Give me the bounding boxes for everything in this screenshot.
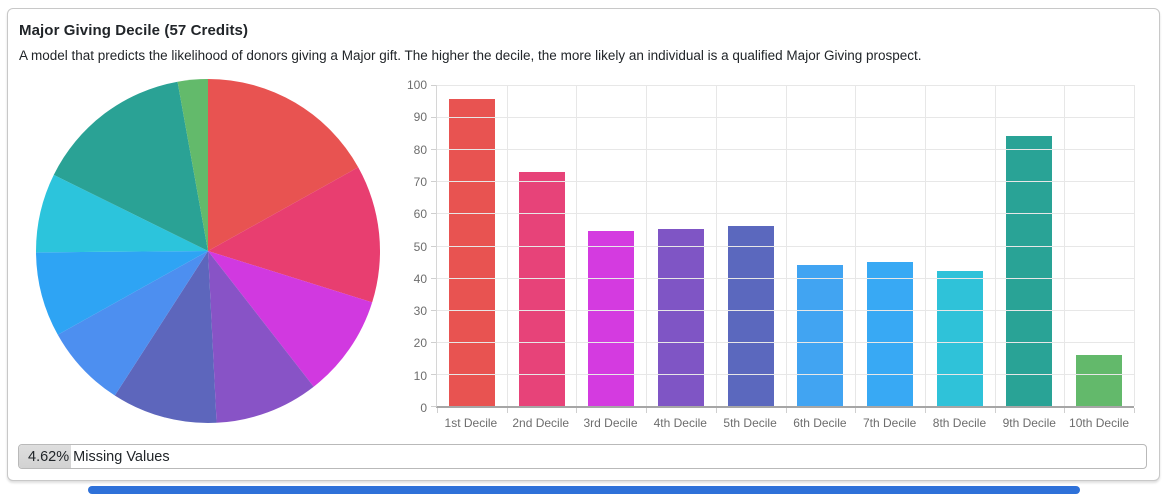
vertical-gridline: [1134, 85, 1135, 406]
y-axis-tick-label: 50: [413, 239, 427, 254]
vertical-gridline: [994, 85, 996, 406]
model-card: Major Giving Decile (57 Credits) A model…: [7, 8, 1160, 481]
x-axis-tick-label: 4th Decile: [653, 416, 707, 430]
y-axis-tick-label: 30: [413, 304, 427, 319]
bar-9th-decile[interactable]: [1006, 136, 1053, 406]
bar-10th-decile[interactable]: [1076, 354, 1123, 406]
card-subtitle: A model that predicts the likelihood of …: [19, 48, 922, 63]
x-axis-tick-mark: [924, 408, 926, 413]
horizontal-scrollbar-thumb[interactable]: [88, 486, 1080, 494]
vertical-gridline: [855, 85, 857, 406]
y-axis-tick-label: 100: [406, 78, 427, 92]
pie-slice-6th-decile[interactable]: [57, 251, 208, 396]
x-axis-tick-mark: [994, 408, 996, 413]
y-axis-tick-mark: [431, 406, 436, 407]
x-axis-tick-label: 6th Decile: [793, 416, 847, 430]
bar-4th-decile[interactable]: [657, 229, 704, 406]
bar-chart: 0 10 20 30 40 50 60 70 80 90 100 1st Decile 2nd Dec…: [399, 78, 1141, 430]
y-axis-tick-label: 60: [413, 207, 427, 222]
bar-slot: [507, 85, 577, 406]
y-axis-tick-mark: [431, 309, 436, 311]
x-axis-tick-label: 3rd Decile: [583, 416, 638, 430]
y-axis-tick-mark: [431, 85, 436, 86]
missing-values-label: 4.62% Missing Values: [28, 449, 170, 465]
bar-1st-decile[interactable]: [448, 99, 495, 406]
bar-chart-y-axis: 0 10 20 30 40 50 60 70 80 90 100: [399, 78, 436, 415]
pie-slice-8th-decile[interactable]: [36, 174, 208, 253]
x-axis-tick-mark: [437, 408, 438, 413]
missing-values-fill: [19, 445, 72, 468]
bar-2nd-decile[interactable]: [518, 171, 565, 406]
x-axis-tick-label: 8th Decile: [932, 416, 987, 430]
card-title: Major Giving Decile (57 Credits): [19, 22, 249, 39]
missing-values-text: Missing Values: [73, 448, 170, 465]
x-axis-tick-label: 7th Decile: [862, 416, 917, 430]
vertical-gridline: [506, 85, 508, 406]
vertical-gridline: [715, 85, 717, 406]
y-axis-tick-mark: [431, 341, 436, 343]
x-axis-tick-label: 9th Decile: [1002, 416, 1056, 430]
y-axis-tick-label: 20: [413, 336, 427, 351]
vertical-gridline: [1064, 85, 1066, 406]
x-axis-tick-mark: [576, 408, 578, 413]
x-axis-tick-mark: [855, 408, 857, 413]
y-axis-tick-label: 10: [413, 368, 427, 383]
y-axis-tick-mark: [431, 277, 436, 279]
pie-slice-4th-decile[interactable]: [208, 251, 314, 423]
vertical-gridline: [924, 85, 926, 406]
y-axis-tick-label: 90: [413, 110, 427, 125]
bar-slot: [925, 85, 995, 406]
missing-values-percent: 4.62%: [28, 448, 70, 465]
y-axis-tick-mark: [431, 117, 436, 119]
bar-slot: [855, 85, 925, 406]
x-axis-tick-mark: [785, 408, 787, 413]
bar-chart-plot-area: [431, 85, 1135, 413]
vertical-gridline: [576, 85, 578, 406]
bar-slot: [1064, 85, 1134, 406]
x-axis-tick-mark: [646, 408, 648, 413]
missing-values-progress-bar: 4.62% Missing Values: [18, 444, 1147, 469]
bar-chart-x-axis: 1st Decile 2nd Decile 3rd Decile 4th Decile…: [436, 416, 1134, 430]
y-axis-tick-mark: [431, 213, 436, 215]
x-axis-tick-label: 2nd Decile: [512, 416, 570, 430]
bar-7th-decile[interactable]: [867, 261, 914, 406]
pie-slice-5th-decile[interactable]: [114, 251, 217, 423]
pie-slice-1st-decile[interactable]: [208, 79, 359, 251]
y-axis-tick-label: 40: [413, 271, 427, 286]
pie-slice-2nd-decile[interactable]: [208, 167, 380, 303]
bar-6th-decile[interactable]: [797, 264, 844, 406]
x-axis-tick-label: 10th Decile: [1069, 416, 1130, 430]
x-axis-tick-label: 5th Decile: [723, 416, 777, 430]
card-header: Major Giving Decile (57 Credits) A model…: [8, 9, 1159, 63]
pie-chart: [32, 75, 384, 427]
y-axis-tick-label: 80: [413, 142, 427, 157]
pie-slice-10th-decile[interactable]: [177, 79, 208, 251]
bar-5th-decile[interactable]: [727, 226, 774, 406]
x-axis-tick-mark: [1064, 408, 1066, 413]
x-axis-tick-mark: [715, 408, 717, 413]
bar-8th-decile[interactable]: [936, 271, 983, 406]
vertical-gridline: [646, 85, 648, 406]
y-axis-tick-label: 70: [413, 174, 427, 189]
y-axis-tick-label: 0: [420, 401, 427, 415]
bar-slot: [437, 85, 507, 406]
y-axis-tick-mark: [431, 149, 436, 151]
bar-slot: [786, 85, 856, 406]
x-axis-tick-mark: [1134, 408, 1135, 413]
charts-area: 0 10 20 30 40 50 60 70 80 90 100 1st Decile 2nd Dec…: [8, 9, 1159, 480]
x-axis-tick-mark: [506, 408, 508, 413]
bar-3rd-decile[interactable]: [588, 231, 635, 406]
pie-slice-3rd-decile[interactable]: [208, 251, 373, 387]
pie-slice-9th-decile[interactable]: [53, 81, 208, 251]
y-axis-tick-mark: [431, 245, 436, 247]
y-axis-tick-mark: [431, 181, 436, 183]
bar-slot: [716, 85, 786, 406]
y-axis-tick-mark: [431, 373, 436, 375]
bar-slot: [646, 85, 716, 406]
x-axis-tick-label: 1st Decile: [444, 416, 498, 430]
pie-slice-7th-decile[interactable]: [36, 251, 208, 335]
vertical-gridline: [785, 85, 787, 406]
bar-slot: [576, 85, 646, 406]
